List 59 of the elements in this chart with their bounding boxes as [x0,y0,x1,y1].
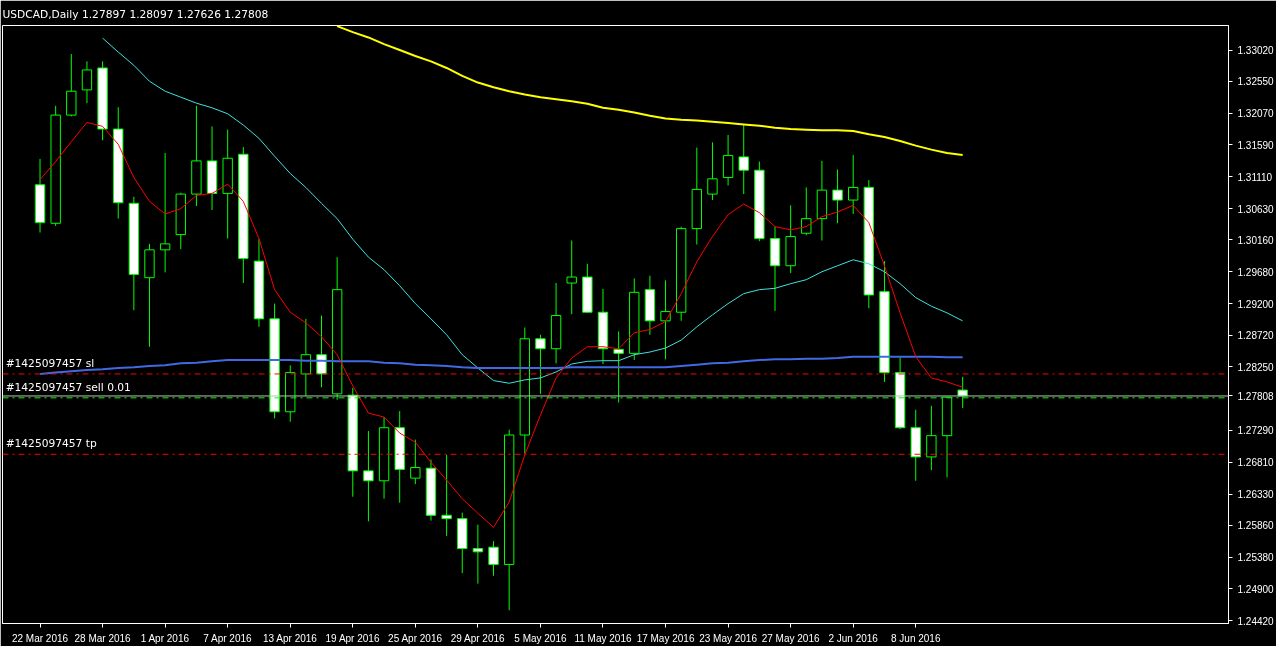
y-tick-label: 1.24420 [1237,615,1275,627]
chart-title: USDCAD,Daily 1.27897 1.28097 1.27626 1.27808 [2,7,269,21]
y-tick-label: 1.25380 [1237,552,1275,564]
candlestick [566,240,577,315]
y-tick-label: 1.32550 [1237,76,1275,88]
ref-line-label: 1.27808 [1237,390,1275,402]
x-tick-label: 5 May 2016 [514,632,568,644]
candlestick [363,430,374,522]
x-tick-label: 17 May 2016 [636,632,695,644]
x-tick-label: 8 Jun 2016 [891,632,941,644]
x-tick-label: 11 May 2016 [574,632,632,644]
y-tick-label: 1.26330 [1237,489,1275,501]
y-tick-label: 1.32070 [1237,108,1275,120]
y-tick-label: 1.28720 [1237,330,1275,342]
x-tick-label: 27 May 2016 [761,632,820,644]
x-tick-label: 23 May 2016 [699,632,758,644]
ref-line-label: #1425097457 tp [5,437,97,451]
ref-line-label: #1425097457 sl [5,356,95,370]
y-tick-label: 1.24900 [1237,583,1275,595]
candlestick [832,169,843,224]
y-tick-label: 1.26810 [1237,457,1275,469]
candlestick [66,53,77,117]
candlestick [81,60,93,104]
x-tick-label: 28 Mar 2016 [74,632,132,644]
candlestick [926,405,937,471]
candlestick [535,334,546,395]
y-tick-label: 1.31590 [1237,139,1275,151]
y-tick-label: 1.30160 [1237,234,1275,246]
x-tick-label: 19 Apr 2016 [325,632,380,644]
candlestick [410,439,421,485]
y-tick-label: 1.25860 [1237,520,1275,532]
x-tick-label: 2 Jun 2016 [828,632,879,644]
candlestick [707,141,718,201]
candlestick [488,540,499,577]
y-tick-label: 1.28250 [1237,361,1275,373]
x-tick-label: 1 Apr 2016 [140,632,190,644]
candlestick [441,454,452,537]
candlestick [472,524,484,585]
candlestick [159,152,171,273]
ref-line-label: #1425097457 sell 0.01 [5,380,131,394]
x-tick-label: 22 Mar 2016 [11,632,69,644]
candlestick [316,315,327,388]
candlestick [738,123,749,195]
y-tick-label: 1.29200 [1237,298,1275,310]
y-tick-label: 1.33020 [1237,45,1275,57]
y-tick-label: 1.31110 [1237,171,1273,183]
y-tick-label: 1.27290 [1237,425,1275,437]
candlestick [722,134,734,186]
candlestick [801,186,812,236]
line-series [336,25,964,156]
x-tick-label: 29 Apr 2016 [450,632,506,644]
candlestick [848,154,859,215]
x-tick-label: 25 Apr 2016 [388,632,443,644]
candlestick [660,279,671,360]
x-tick-label: 7 Apr 2016 [203,632,253,644]
x-tick-label: 13 Apr 2016 [262,632,318,644]
y-tick-label: 1.30630 [1237,203,1275,215]
y-tick-label: 1.29680 [1237,266,1275,278]
line-series [102,37,964,384]
